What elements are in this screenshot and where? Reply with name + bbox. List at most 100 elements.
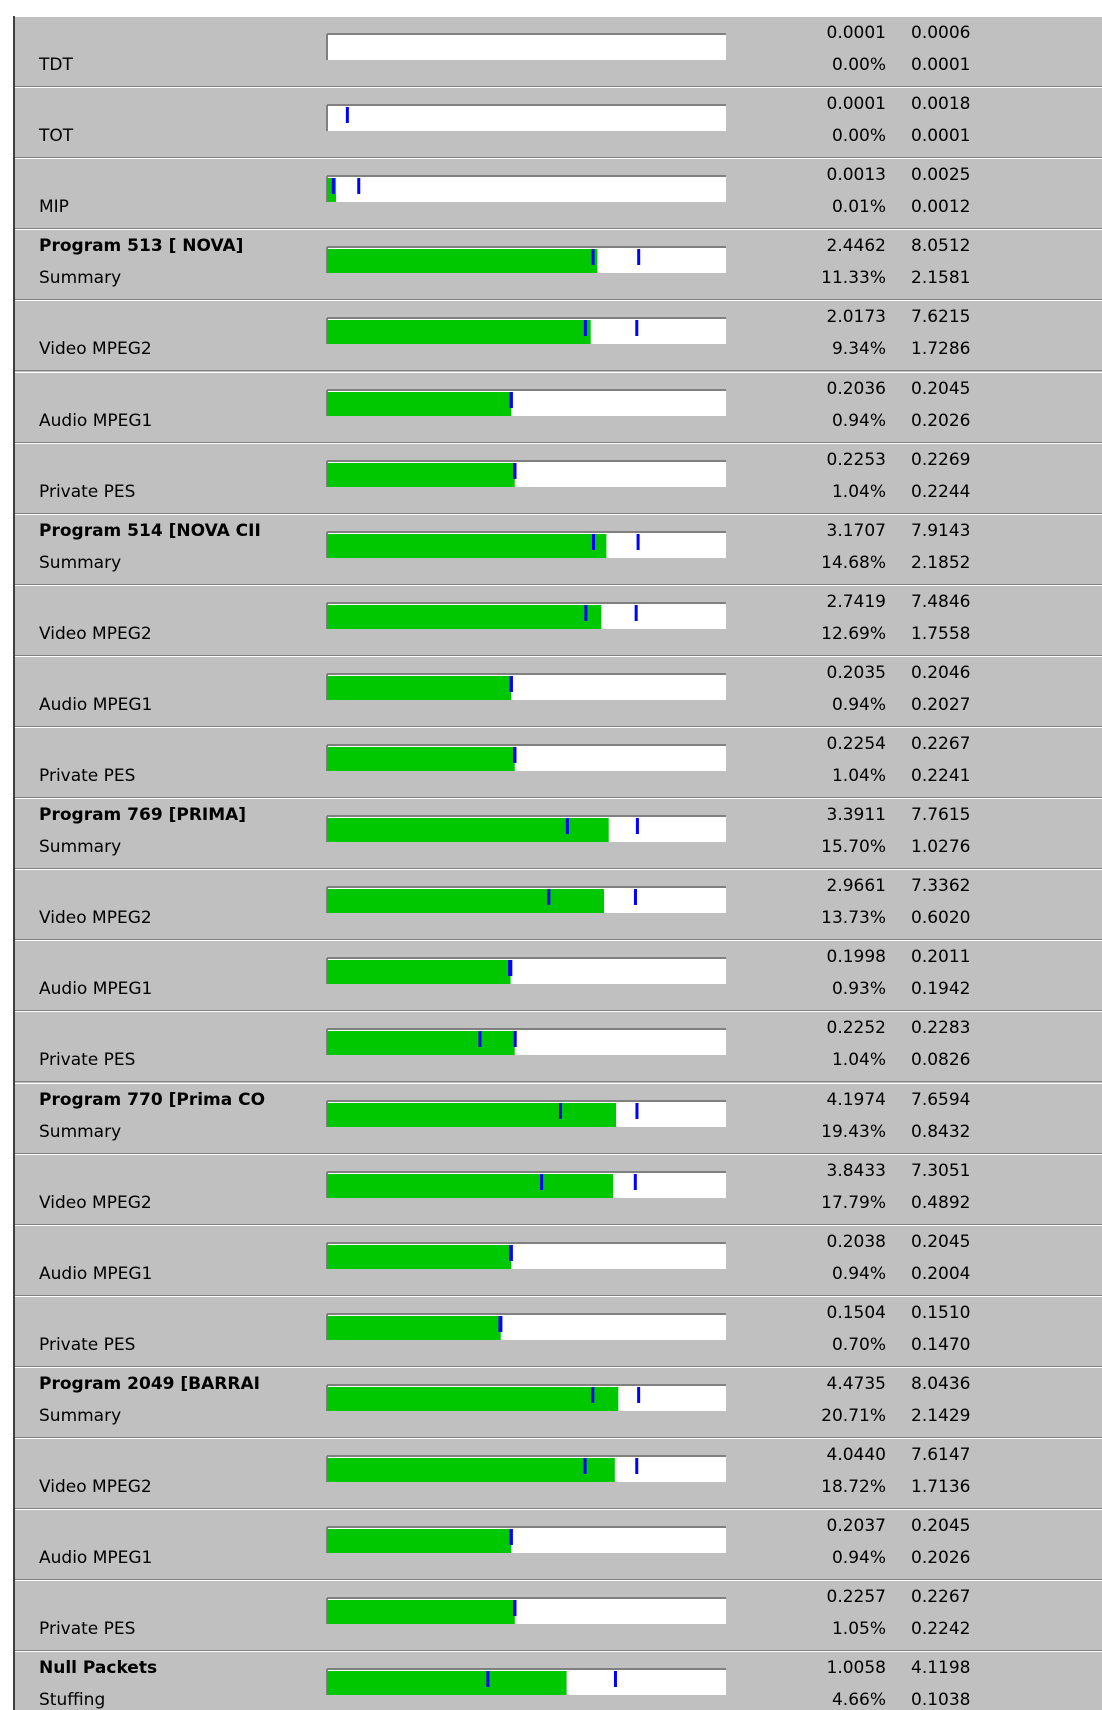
min-rate: 1.0276: [911, 837, 971, 858]
max-rate: 7.6147: [911, 1445, 971, 1465]
row: Null Packets Stuffing 1.0058 4.1198 4.66% 0.1…: [15, 1651, 1102, 1710]
current-rate: 0.1998: [826, 947, 886, 968]
min-marker: [584, 604, 588, 621]
min-marker: [486, 1671, 490, 1688]
min-marker: [565, 818, 569, 835]
bar-content: [327, 249, 641, 274]
row-label: Audio MPEG1: [39, 1263, 153, 1284]
rate-bar: [326, 104, 726, 132]
row: Private PES 0.2257 0.2267 1.05% 0.2242: [15, 1580, 1102, 1652]
percent: 17.79%: [821, 1192, 886, 1213]
max-marker: [635, 320, 639, 337]
percent: 0.94%: [831, 1263, 886, 1284]
current-rate: 0.2254: [826, 734, 886, 754]
rate-bar: [326, 744, 726, 771]
max-rate: 8.0512: [911, 236, 971, 257]
max-rate: 7.9143: [911, 520, 971, 541]
rate-bar: [326, 530, 726, 558]
row: TDT 0.0001 0.0006 0.00% 0.0001: [15, 16, 1102, 87]
row: Audio MPEG1 0.2037 0.2045 0.94% 0.2026: [15, 1509, 1102, 1581]
current-rate: 2.7419: [826, 591, 886, 612]
max-rate: 7.6215: [911, 307, 971, 328]
row-label: Summary: [39, 1405, 122, 1426]
rate-bar: [326, 1383, 726, 1411]
row: Audio MPEG1 0.2036 0.2045 0.94% 0.2026: [15, 371, 1102, 443]
max-rate: 0.2269: [911, 449, 971, 470]
current-fill: [327, 1102, 617, 1127]
min-marker: [583, 1458, 587, 1474]
current-rate: 0.2035: [826, 662, 886, 683]
current-fill: [327, 391, 512, 416]
bar-content: [345, 107, 349, 124]
row-label: Stuffing: [39, 1690, 106, 1710]
max-rate: 7.7615: [911, 805, 971, 826]
bitrate-panel: TDT 0.0001 0.0006 0.00% 0.0001 TOT 0.0001 0.001…: [13, 16, 1102, 1710]
bar-content: [327, 178, 361, 203]
row-label: Private PES: [39, 1619, 136, 1640]
max-rate: 7.3051: [911, 1160, 971, 1181]
rate-bar: [326, 886, 726, 914]
current-rate: 2.9661: [826, 876, 886, 897]
max-rate: 0.2267: [911, 1587, 971, 1608]
percent: 1.05%: [831, 1619, 886, 1640]
current-rate: 3.1707: [826, 520, 886, 541]
bar-content: [327, 1102, 639, 1127]
max-marker: [613, 1671, 617, 1688]
current-fill: [327, 1386, 619, 1411]
current-rate: 4.0440: [826, 1445, 886, 1465]
row-title: Program 513 [ NOVA]: [39, 236, 244, 257]
row-label: Summary: [39, 1121, 122, 1142]
min-rate: 2.1581: [911, 268, 971, 289]
max-rate: 8.0436: [911, 1373, 971, 1394]
max-rate: 0.2045: [911, 1231, 971, 1252]
current-rate: 0.2037: [826, 1516, 886, 1537]
min-marker: [478, 1031, 482, 1048]
percent: 1.04%: [831, 481, 886, 502]
row-label: Private PES: [39, 1050, 136, 1071]
current-rate: 0.2257: [826, 1587, 886, 1608]
row: Video MPEG2 3.8433 7.3051 17.79% 0.4892: [15, 1153, 1102, 1225]
min-rate: 0.2004: [911, 1263, 971, 1284]
percent: 9.34%: [831, 339, 886, 360]
max-marker: [509, 960, 513, 977]
row: Audio MPEG1 0.2035 0.2046 0.94% 0.2027: [15, 655, 1102, 727]
current-rate: 4.4735: [826, 1373, 886, 1394]
rate-bar: [326, 1170, 726, 1198]
min-rate: 2.1429: [911, 1405, 971, 1426]
row-label: TOT: [39, 126, 74, 147]
min-marker: [591, 249, 595, 266]
bar-content: [327, 1315, 503, 1340]
max-marker: [513, 1031, 517, 1048]
row: Private PES 0.2253 0.2269 1.04% 0.2244: [15, 442, 1102, 514]
min-rate: 0.2026: [911, 410, 971, 431]
min-rate: 0.2241: [911, 766, 971, 786]
rate-bar: [326, 1028, 726, 1056]
min-rate: 0.2242: [911, 1619, 971, 1640]
max-marker: [634, 604, 638, 621]
current-fill: [327, 178, 337, 203]
max-marker: [637, 249, 641, 266]
min-rate: 0.1942: [911, 979, 971, 1000]
current-fill: [327, 1244, 512, 1269]
row: Program 513 [ NOVA] Summary 2.4462 8.0512 11…: [15, 229, 1102, 301]
percent: 18.72%: [821, 1477, 886, 1497]
min-rate: 0.2027: [911, 694, 971, 715]
min-rate: 0.2026: [911, 1548, 971, 1569]
row-title: Program 770 [Prima CO: [39, 1089, 266, 1110]
bar-content: [327, 747, 517, 771]
bar-content: [327, 1600, 517, 1625]
max-marker: [633, 1173, 637, 1190]
row: Program 514 [NOVA CII Summary 3.1707 7.9143…: [15, 513, 1102, 585]
max-rate: 0.0018: [911, 94, 971, 115]
max-marker: [357, 178, 361, 195]
max-marker: [635, 1458, 639, 1474]
bar-content: [327, 1671, 617, 1696]
rate-bar: [326, 33, 726, 60]
percent: 19.43%: [821, 1121, 886, 1142]
row-label: Video MPEG2: [39, 908, 152, 929]
row-label: Private PES: [39, 481, 136, 502]
rate-bar: [326, 1455, 726, 1482]
min-rate: 0.2244: [911, 481, 971, 502]
row: Private PES 0.2254 0.2267 1.04% 0.2241: [15, 727, 1102, 798]
row: Video MPEG2 2.7419 7.4846 12.69% 1.7558: [15, 584, 1102, 656]
